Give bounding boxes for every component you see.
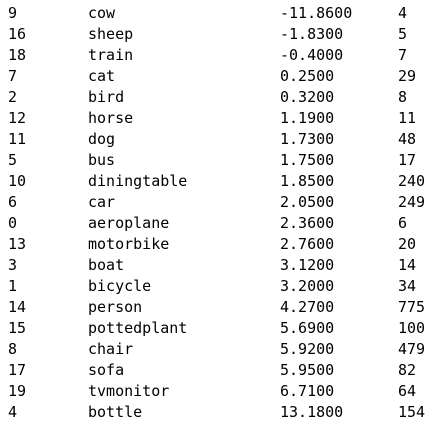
count-cell: 154 — [398, 403, 426, 421]
count-cell: 82 — [398, 361, 417, 379]
class-id-cell: 15 — [8, 319, 27, 337]
class-name-cell: motorbike — [88, 235, 170, 253]
score-cell: 2.7600 — [280, 235, 335, 253]
class-id-cell: 18 — [8, 46, 27, 64]
score-cell: -0.4000 — [280, 46, 344, 64]
class-id-cell: 7 — [8, 67, 18, 85]
class-name-cell: bottle — [88, 403, 143, 421]
class-id-cell: 2 — [8, 88, 18, 106]
score-cell: 5.9200 — [280, 340, 335, 358]
class-name-cell: horse — [88, 109, 134, 127]
score-cell: 2.3600 — [280, 214, 335, 232]
score-cell: 3.1200 — [280, 256, 335, 274]
count-cell: 17 — [398, 151, 417, 169]
class-id-cell: 3 — [8, 256, 18, 274]
class-id-cell: 11 — [8, 130, 27, 148]
class-id-cell: 4 — [8, 403, 18, 421]
class-name-cell: bicycle — [88, 277, 152, 295]
class-name-cell: sofa — [88, 361, 125, 379]
score-cell: -1.8300 — [280, 25, 344, 43]
count-cell: 14 — [398, 256, 417, 274]
score-cell: 1.7500 — [280, 151, 335, 169]
count-cell: 479 — [398, 340, 426, 358]
count-cell: 8 — [398, 88, 408, 106]
class-name-cell: person — [88, 298, 143, 316]
count-cell: 4 — [398, 4, 408, 22]
count-cell: 775 — [398, 298, 426, 316]
count-cell: 11 — [398, 109, 417, 127]
count-cell: 7 — [398, 46, 408, 64]
score-cell: 1.1900 — [280, 109, 335, 127]
class-name-cell: bus — [88, 151, 116, 169]
class-id-cell: 13 — [8, 235, 27, 253]
class-id-cell: 5 — [8, 151, 18, 169]
score-cell: 2.0500 — [280, 193, 335, 211]
class-name-cell: boat — [88, 256, 125, 274]
score-cell: 4.2700 — [280, 298, 335, 316]
class-id-cell: 1 — [8, 277, 18, 295]
class-name-cell: tvmonitor — [88, 382, 170, 400]
score-cell: 5.9500 — [280, 361, 335, 379]
class-name-cell: train — [88, 46, 134, 64]
count-cell: 100 — [398, 319, 426, 337]
class-name-cell: diningtable — [88, 172, 188, 190]
count-cell: 20 — [398, 235, 417, 253]
count-cell: 48 — [398, 130, 417, 148]
class-name-cell: sheep — [88, 25, 134, 43]
score-cell: 0.3200 — [280, 88, 335, 106]
class-name-cell: pottedplant — [88, 319, 188, 337]
score-cell: 3.2000 — [280, 277, 335, 295]
count-cell: 29 — [398, 67, 417, 85]
class-id-cell: 12 — [8, 109, 27, 127]
count-cell: 64 — [398, 382, 417, 400]
class-name-cell: aeroplane — [88, 214, 170, 232]
class-name-cell: chair — [88, 340, 134, 358]
count-cell: 6 — [398, 214, 408, 232]
class-id-cell: 8 — [8, 340, 18, 358]
count-cell: 240 — [398, 172, 426, 190]
class-id-cell: 0 — [8, 214, 18, 232]
class-id-cell: 19 — [8, 382, 27, 400]
count-cell: 249 — [398, 193, 426, 211]
class-id-cell: 16 — [8, 25, 27, 43]
count-cell: 5 — [398, 25, 408, 43]
score-cell: 1.7300 — [280, 130, 335, 148]
class-name-cell: bird — [88, 88, 125, 106]
class-name-cell: car — [88, 193, 116, 211]
score-cell: 0.2500 — [280, 67, 335, 85]
count-cell: 34 — [398, 277, 417, 295]
class-id-cell: 6 — [8, 193, 18, 211]
class-name-cell: cat — [88, 67, 116, 85]
class-id-cell: 14 — [8, 298, 27, 316]
score-cell: -11.8600 — [280, 4, 353, 22]
class-name-cell: cow — [88, 4, 116, 22]
class-id-cell: 9 — [8, 4, 18, 22]
score-cell: 1.8500 — [280, 172, 335, 190]
score-cell: 13.1800 — [280, 403, 344, 421]
class-id-cell: 10 — [8, 172, 27, 190]
class-id-cell: 17 — [8, 361, 27, 379]
class-name-cell: dog — [88, 130, 116, 148]
score-cell: 6.7100 — [280, 382, 335, 400]
score-cell: 5.6900 — [280, 319, 335, 337]
